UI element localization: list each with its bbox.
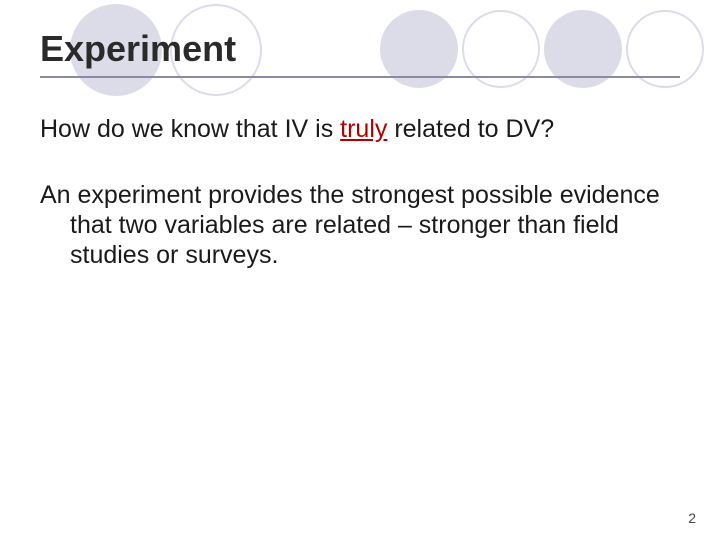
slide-question: How do we know that IV is truly related … [40,114,680,144]
question-suffix: related to DV? [387,115,554,143]
question-highlight: truly [340,115,387,143]
slide-paragraph: An experiment provides the strongest pos… [40,180,680,270]
page-number: 2 [688,510,696,526]
title-underline [40,76,680,78]
slide-title: Experiment [40,28,680,70]
slide: Experiment How do we know that IV is tru… [0,0,720,540]
question-prefix: How do we know that IV is [40,115,340,143]
